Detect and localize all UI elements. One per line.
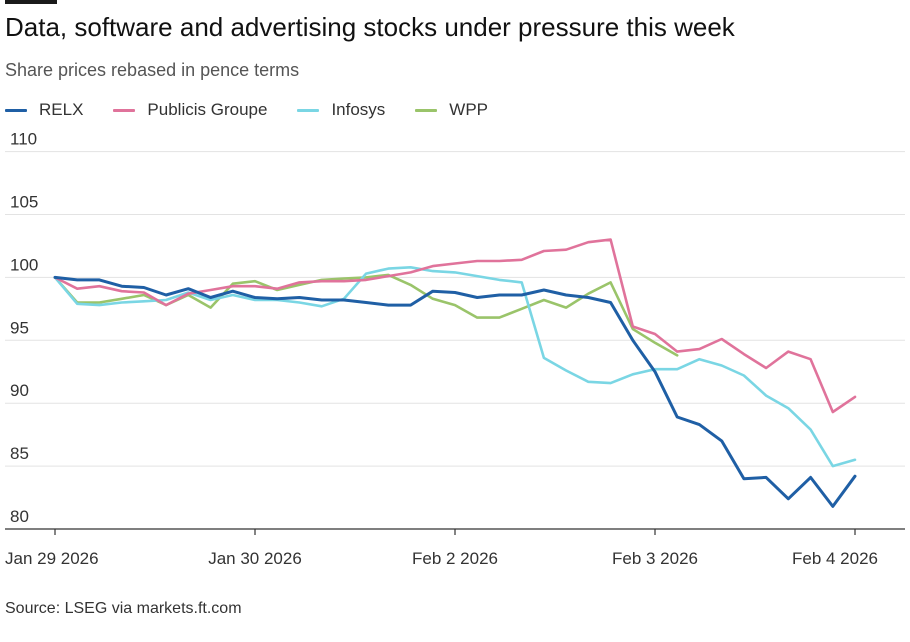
legend: RELX Publicis Groupe Infosys WPP: [5, 97, 518, 123]
x-tick-label-1: Jan 30 2026: [208, 549, 302, 568]
legend-swatch-infosys: [297, 108, 320, 112]
legend-swatch-publicis: [113, 108, 136, 112]
y-tick-label-80: 80: [10, 507, 29, 526]
legend-item-infosys: Infosys: [297, 100, 385, 120]
chart-title: Data, software and advertising stocks un…: [5, 12, 735, 42]
series-line-relx: [53, 275, 857, 508]
y-tick-label-95: 95: [10, 318, 29, 337]
x-tick-label-3: Feb 3 2026: [612, 549, 698, 568]
y-tick-label-110: 110: [10, 130, 37, 149]
legend-item-publicis: Publicis Groupe: [113, 100, 267, 120]
y-tick-label-90: 90: [10, 381, 29, 400]
legend-swatch-wpp: [415, 108, 438, 112]
source-note: Source: LSEG via markets.ft.com: [5, 600, 242, 617]
x-axis: Jan 29 2026 Jan 30 2026 Feb 2 2026 Feb 3 20…: [5, 528, 905, 568]
x-tick-label-0: Jan 29 2026: [5, 549, 99, 568]
gridlines: [5, 151, 905, 467]
series-line-publicis: [53, 238, 857, 414]
series-line-wpp: [53, 273, 679, 357]
top-rule: [5, 0, 57, 4]
legend-label-infosys: Infosys: [331, 100, 386, 119]
y-tick-label-100: 100: [10, 255, 38, 274]
series-line-infosys: [53, 266, 857, 468]
plot-area: 80 85 90 95 100 105 110 Jan 29 2026 Jan 30 2026…: [5, 130, 905, 568]
legend-label-wpp: WPP: [449, 100, 489, 119]
chart-subtitle: Share prices rebased in pence terms: [5, 60, 300, 80]
legend-item-relx: RELX: [5, 100, 83, 120]
y-tick-label-105: 105: [10, 192, 38, 211]
legend-label-publicis: Publicis Groupe: [147, 100, 268, 119]
legend-item-wpp: WPP: [415, 100, 488, 120]
legend-swatch-relx: [5, 108, 27, 112]
legend-label-relx: RELX: [39, 100, 84, 119]
y-axis-labels: 80 85 90 95 100 105 110: [10, 130, 38, 526]
x-tick-label-2: Feb 2 2026: [412, 549, 498, 568]
y-tick-label-85: 85: [10, 444, 29, 463]
x-tick-label-4: Feb 4 2026: [792, 549, 878, 568]
series-lines: [53, 238, 857, 508]
